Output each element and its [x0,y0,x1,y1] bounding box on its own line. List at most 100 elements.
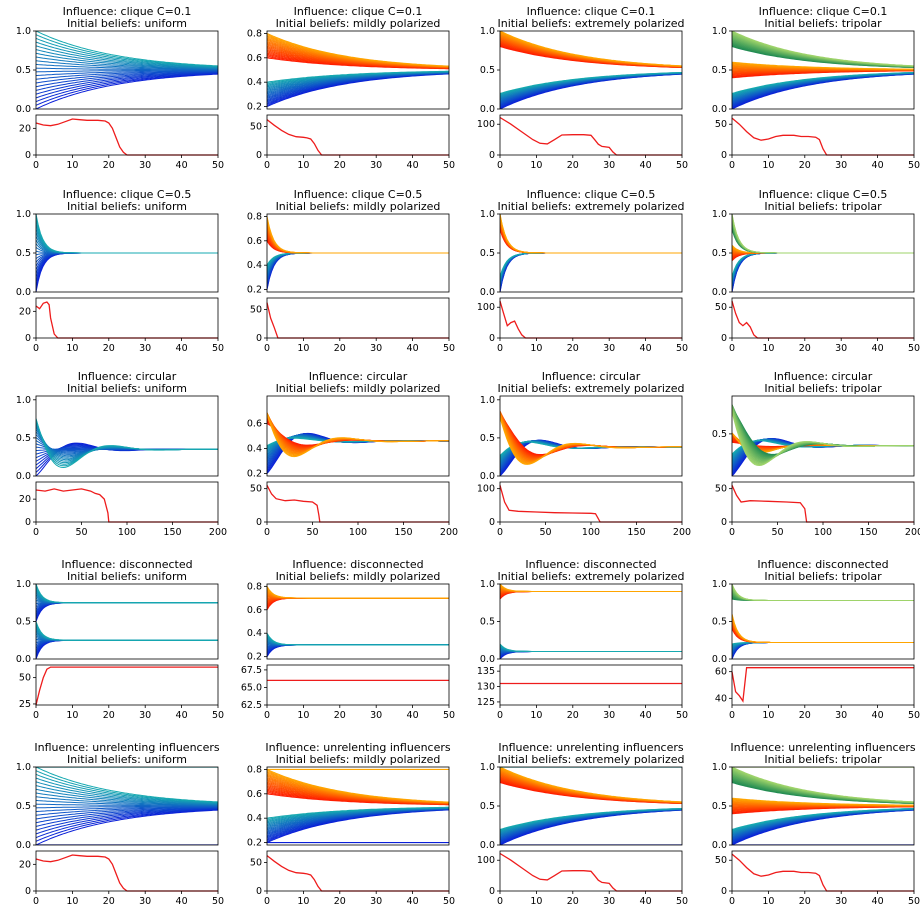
ytick-label: 0.5 [480,248,495,259]
belief-trajectory [732,253,914,285]
belief-trajectory [267,589,449,599]
ytick-label: 0.5 [16,617,31,628]
belief-trajectory [732,615,914,642]
xtick-label: 30 [603,160,615,171]
belief-trajectory [732,214,914,253]
belief-trajectory [36,593,218,603]
xtick-label: 0 [33,527,39,538]
xtick-label: 50 [75,527,87,538]
belief-trajectory [732,221,914,253]
xtick-label: 50 [676,160,688,171]
subplot-r1-c1: Influence: clique C=0.5Initial beliefs: … [247,188,455,354]
belief-trajectory [267,591,449,598]
belief-trajectory [500,585,682,592]
xtick-label: 50 [212,710,224,721]
belief-trajectory [732,226,914,253]
belief-trajectory [732,253,914,277]
belief-trajectory [732,623,914,642]
xtick-label: 10 [762,160,774,171]
belief-trajectory [500,223,682,253]
subplot-title-line2: Initial beliefs: extremely polarized [498,382,685,395]
xtick-label: 0 [497,160,503,171]
belief-trajectory [732,253,914,282]
belief-trajectory [732,253,914,279]
xtick-label: 20 [567,160,579,171]
belief-trajectory [732,643,914,652]
ytick-label: 0 [721,150,727,161]
belief-trajectory [732,253,914,290]
xtick-label: 40 [407,160,419,171]
ytick-label: 0 [256,517,262,528]
belief-trajectory [36,640,218,648]
belief-trajectory [36,603,218,618]
xtick-label: 40 [640,710,652,721]
ytick-label: 0 [721,886,727,897]
subplot-r3-c2: Influence: disconnectedInitial beliefs: … [477,558,688,721]
ytick-label: 0.6 [247,789,262,800]
belief-trajectory [267,229,449,253]
belief-trajectory [500,253,682,292]
xtick-label: 100 [118,527,136,538]
belief-trajectory [732,253,914,291]
belief-trajectory [732,589,914,601]
subplot-title-line2: Initial beliefs: tripolar [764,17,882,30]
ytick-label: 100 [477,484,495,495]
ytick-label: 0.5 [712,801,727,812]
xtick-label: 0 [729,343,735,354]
xtick-label: 40 [640,160,652,171]
belief-lines [500,767,682,845]
belief-trajectory [267,598,449,603]
xtick-label: 20 [334,160,346,171]
belief-trajectory [732,626,914,642]
polarization-axes-frame [267,851,449,891]
belief-lines [732,767,914,845]
belief-trajectory [500,645,682,652]
xtick-label: 50 [212,896,224,907]
ytick-label: 0.4 [247,813,262,824]
xtick-label: 30 [603,896,615,907]
ytick-label: 0.0 [480,104,495,115]
xtick-label: 150 [394,527,412,538]
ytick-label: 0.6 [247,419,262,430]
ytick-label: 0.5 [16,248,31,259]
belief-trajectory [36,603,218,620]
belief-trajectory [267,233,449,253]
xtick-label: 10 [530,160,542,171]
belief-trajectory [732,628,914,642]
ytick-label: 0 [256,886,262,897]
ytick-label: 0.5 [712,617,727,628]
belief-trajectory [267,232,449,254]
ytick-label: 0.0 [16,471,31,482]
ytick-label: 0.4 [247,77,262,88]
belief-trajectory [267,240,449,253]
polarization-line [267,303,449,338]
belief-trajectory [267,598,449,607]
belief-trajectory [500,253,682,279]
polarization-line [732,854,914,891]
belief-trajectory [500,253,682,288]
belief-trajectory [500,647,682,652]
belief-trajectory [267,236,449,253]
ytick-label: 60 [715,667,727,678]
ytick-label: 0.5 [16,801,31,812]
ytick-label: 0.2 [247,469,262,480]
belief-trajectory [500,644,682,652]
belief-trajectory [267,235,449,253]
ytick-label: 1.0 [480,762,495,773]
belief-trajectory [36,603,218,613]
subplot-r3-c0: Influence: disconnectedInitial beliefs: … [16,558,224,721]
xtick-label: 20 [103,896,115,907]
ytick-label: 0.0 [712,840,727,851]
xtick-label: 10 [66,160,78,171]
xtick-label: 50 [539,527,551,538]
xtick-label: 10 [762,710,774,721]
belief-trajectory [500,592,682,599]
xtick-label: 50 [443,710,455,721]
xtick-label: 50 [908,896,920,907]
ytick-label: 0.5 [480,65,495,76]
belief-trajectory [267,253,449,276]
belief-trajectory [267,216,449,253]
belief-trajectory [732,617,914,643]
xtick-label: 20 [103,343,115,354]
belief-trajectory [500,584,682,592]
